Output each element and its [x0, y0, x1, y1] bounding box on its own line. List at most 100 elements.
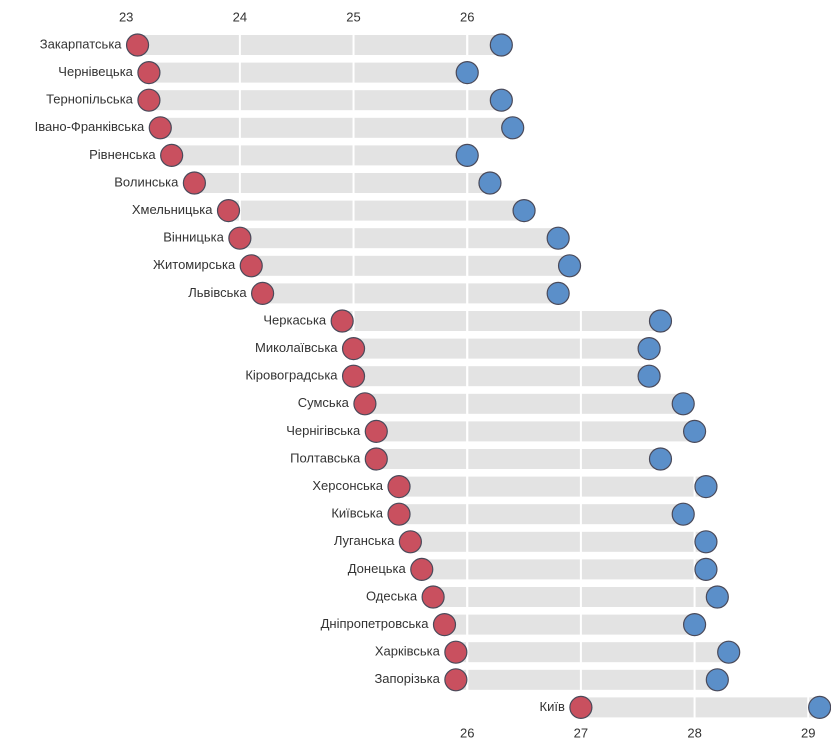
dot — [444, 668, 468, 692]
bar — [342, 311, 661, 331]
dot — [137, 60, 161, 85]
dot — [648, 447, 673, 471]
category-label: Сумська — [298, 395, 350, 410]
x-tick-label: 29 — [801, 725, 815, 740]
dot — [125, 33, 150, 57]
dot — [489, 33, 513, 57]
bar — [171, 145, 468, 166]
category-label: Хмельницька — [132, 202, 213, 217]
category-label: Львівська — [188, 285, 247, 300]
dot — [148, 116, 172, 140]
category-label: Херсонська — [312, 478, 383, 493]
bar — [239, 228, 559, 249]
dot — [717, 640, 741, 664]
dot — [546, 226, 570, 250]
bar — [421, 559, 706, 580]
bar — [399, 504, 684, 525]
category-label: Івано-Франківська — [35, 119, 145, 134]
category-label: Луганська — [334, 533, 395, 548]
category-label: Київська — [331, 506, 383, 521]
dot — [671, 392, 695, 416]
bar — [137, 35, 502, 55]
dot — [160, 143, 184, 167]
bar — [433, 587, 718, 607]
dot — [228, 226, 252, 250]
dot — [648, 309, 673, 333]
category-label: Чернігівська — [286, 423, 361, 438]
category-label: Полтавська — [290, 450, 361, 465]
dot — [512, 199, 536, 223]
bar — [353, 366, 650, 387]
bar — [455, 669, 718, 690]
bar — [410, 531, 706, 552]
category-label: Рівненська — [89, 147, 156, 162]
dot — [387, 475, 411, 499]
x-tick-label: 26 — [460, 725, 474, 740]
dot — [682, 612, 707, 637]
x-tick-label: 25 — [346, 9, 360, 24]
dot — [455, 143, 479, 167]
bar — [194, 173, 490, 193]
dot — [501, 116, 525, 140]
category-label: Харківська — [375, 644, 441, 659]
bar — [160, 117, 513, 138]
dot — [808, 695, 831, 719]
dot — [478, 171, 502, 195]
dot — [569, 695, 593, 720]
bar — [353, 338, 650, 359]
dot — [421, 585, 445, 609]
category-label: Миколаївська — [255, 340, 338, 355]
dot — [364, 419, 388, 443]
dot — [557, 254, 582, 278]
bar — [262, 283, 559, 304]
dot — [546, 281, 570, 305]
dot — [705, 585, 729, 609]
category-label: Чернівецька — [58, 64, 133, 79]
category-label: Черкаська — [263, 312, 327, 327]
dot — [694, 557, 718, 582]
x-tick-label: 26 — [460, 9, 474, 24]
bar — [148, 62, 468, 83]
dot — [432, 612, 457, 637]
bar — [455, 642, 729, 663]
dot — [682, 419, 707, 443]
dot — [330, 309, 354, 333]
bar — [376, 421, 695, 442]
dot — [216, 199, 241, 223]
dot — [671, 502, 695, 526]
dot — [353, 392, 377, 416]
dot — [182, 171, 206, 195]
category-label: Кіровоградська — [245, 368, 338, 383]
bar — [376, 449, 661, 469]
dot — [364, 447, 388, 471]
bar — [251, 255, 570, 276]
category-label: Вінницька — [163, 230, 224, 245]
dot — [637, 364, 661, 388]
category-label: Дніпропетровська — [321, 616, 430, 631]
dot — [489, 88, 513, 112]
x-tick-label: 28 — [687, 725, 701, 740]
dot — [694, 475, 718, 499]
dot — [455, 60, 479, 85]
category-label: Запорізька — [374, 671, 440, 686]
dot — [239, 254, 263, 278]
bar — [364, 393, 684, 414]
bar — [444, 614, 695, 635]
x-tick-label: 24 — [233, 9, 247, 24]
dot — [251, 281, 275, 305]
dot — [387, 502, 411, 526]
bar — [580, 697, 820, 718]
dot — [398, 530, 422, 554]
dot — [444, 640, 468, 664]
x-tick-label: 27 — [574, 725, 588, 740]
dot — [341, 337, 366, 361]
x-tick-label: 23 — [119, 9, 133, 24]
category-label: Київ — [540, 699, 565, 714]
dot — [637, 337, 661, 361]
bar — [148, 90, 502, 111]
bar — [228, 200, 525, 221]
category-label: Житомирська — [153, 257, 236, 272]
category-label: Одеська — [366, 588, 418, 603]
dot — [341, 364, 366, 388]
